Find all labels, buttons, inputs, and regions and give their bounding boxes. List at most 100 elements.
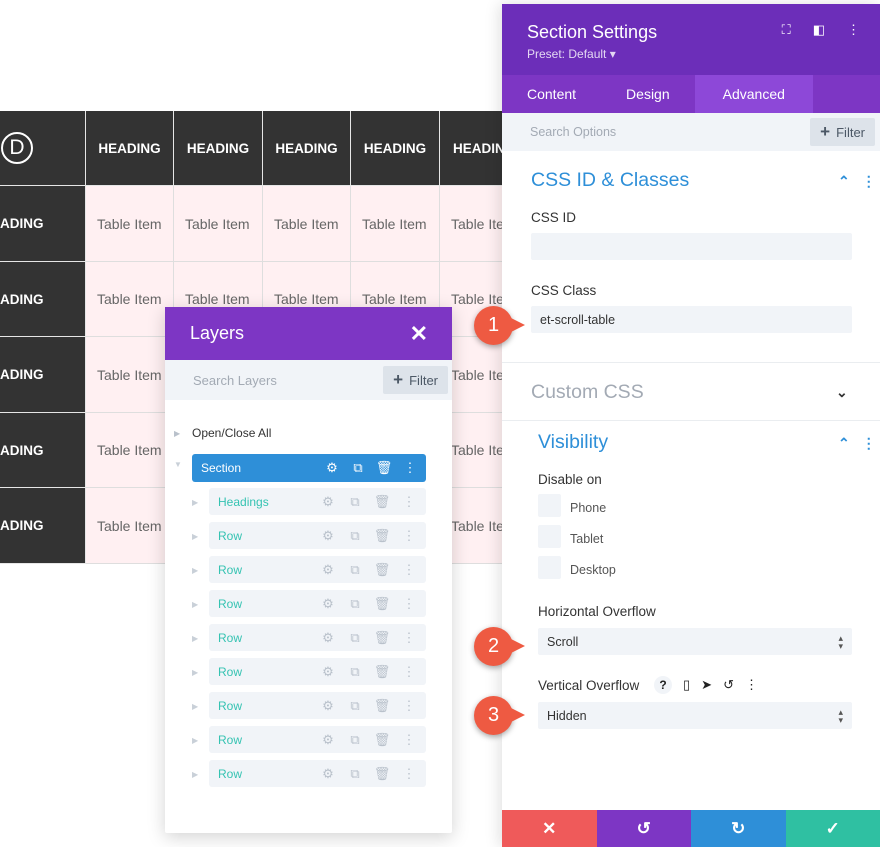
vertical-overflow-select[interactable]: Hidden ▴ ▾: [538, 702, 852, 729]
desktop-checkbox[interactable]: [538, 556, 561, 579]
undo-icon[interactable]: ↺: [723, 677, 734, 692]
phone-checkbox[interactable]: [538, 494, 561, 517]
layer-item[interactable]: Row ⚙ ⧉ 🗑 ⋮: [209, 556, 426, 583]
chevron-up-icon[interactable]: ⌃: [838, 435, 850, 451]
duplicate-icon[interactable]: ⧉: [350, 527, 360, 543]
gear-icon[interactable]: ⚙: [322, 595, 334, 611]
callout-1: 1: [474, 306, 525, 345]
chevron-down-icon[interactable]: ⌄: [836, 384, 848, 400]
caret-right-icon[interactable]: ▶: [192, 566, 199, 575]
caret-right-icon[interactable]: ▶: [192, 770, 199, 779]
caret-right-icon[interactable]: ▶: [192, 634, 199, 643]
layer-item[interactable]: Row ⚙ ⧉ 🗑 ⋮: [209, 692, 426, 719]
duplicate-icon[interactable]: ⧉: [350, 595, 360, 611]
layer-item[interactable]: Row ⚙ ⧉ 🗑 ⋮: [209, 726, 426, 753]
layer-item[interactable]: Headings ⚙ ⧉ 🗑 ⋮: [209, 488, 426, 515]
more-vertical-icon[interactable]: ⋮: [402, 527, 416, 543]
caret-right-icon[interactable]: ▶: [192, 600, 199, 609]
gear-icon[interactable]: ⚙: [322, 731, 334, 747]
layer-item[interactable]: Row ⚙ ⧉ 🗑 ⋮: [209, 624, 426, 651]
gear-icon[interactable]: ⚙: [322, 765, 334, 781]
preset-dropdown[interactable]: Preset: Default ▾: [527, 47, 616, 61]
phone-icon[interactable]: ▯: [683, 677, 691, 692]
trash-icon[interactable]: 🗑: [373, 697, 391, 713]
trash-icon[interactable]: 🗑: [373, 527, 391, 543]
gear-icon[interactable]: ⚙: [322, 527, 334, 543]
gear-icon[interactable]: ⚙: [322, 697, 334, 713]
chevron-up-icon[interactable]: ⌃: [838, 173, 850, 189]
gear-icon[interactable]: ⚙: [322, 629, 334, 645]
more-vertical-icon[interactable]: ⋮: [744, 677, 758, 692]
trash-icon[interactable]: 🗑: [373, 663, 391, 679]
tab-content[interactable]: Content: [527, 86, 577, 102]
close-icon[interactable]: ✕: [409, 320, 428, 346]
callout-3: 3: [474, 696, 525, 735]
caret-right-icon[interactable]: ▶: [192, 532, 199, 541]
fullscreen-icon[interactable]: ⛶: [781, 22, 791, 37]
layer-item[interactable]: Row ⚙ ⧉ 🗑 ⋮: [209, 658, 426, 685]
css-id-input[interactable]: [531, 233, 852, 260]
trash-icon[interactable]: 🗑: [373, 629, 391, 645]
gear-icon[interactable]: ⚙: [322, 561, 334, 577]
more-vertical-icon[interactable]: ⋮: [861, 435, 876, 451]
tab-design[interactable]: Design: [626, 86, 670, 102]
trash-icon[interactable]: 🗑: [373, 561, 391, 577]
layers-search-input[interactable]: Search Layers: [193, 372, 277, 388]
more-vertical-icon[interactable]: ⋮: [402, 731, 416, 747]
duplicate-icon[interactable]: ⧉: [353, 460, 363, 475]
trash-icon[interactable]: 🗑: [373, 493, 391, 509]
custom-css-toggle[interactable]: Custom CSS: [531, 381, 644, 403]
more-vertical-icon[interactable]: ⋮: [861, 173, 876, 189]
table-cell: Table Item: [351, 186, 440, 262]
css-class-input[interactable]: et-scroll-table: [531, 306, 852, 333]
trash-icon[interactable]: 🗑: [373, 731, 391, 747]
sidebar-toggle-icon[interactable]: ◧: [812, 22, 825, 37]
caret-right-icon[interactable]: ▶: [192, 702, 199, 711]
trash-icon[interactable]: 🗑: [375, 460, 393, 475]
cancel-button[interactable]: ✕: [502, 810, 597, 847]
more-vertical-icon[interactable]: ⋮: [402, 629, 416, 645]
tablet-checkbox[interactable]: [538, 525, 561, 548]
more-vertical-icon[interactable]: ⋮: [402, 561, 416, 577]
gear-icon[interactable]: ⚙: [322, 493, 334, 509]
duplicate-icon[interactable]: ⧉: [350, 561, 360, 577]
duplicate-icon[interactable]: ⧉: [350, 765, 360, 781]
more-vertical-icon[interactable]: ⋮: [402, 595, 416, 611]
horizontal-overflow-select[interactable]: Scroll ▴ ▾: [538, 628, 852, 655]
caret-right-icon[interactable]: ▶: [192, 736, 199, 745]
more-vertical-icon[interactable]: ⋮: [403, 460, 417, 475]
gear-icon[interactable]: ⚙: [322, 663, 334, 679]
css-id-classes-toggle[interactable]: CSS ID & Classes: [531, 169, 690, 191]
tab-advanced[interactable]: Advanced: [694, 75, 813, 113]
duplicate-icon[interactable]: ⧉: [350, 663, 360, 679]
save-button[interactable]: ✓: [785, 810, 880, 847]
layers-filter-button[interactable]: + Filter: [383, 366, 448, 394]
caret-right-icon[interactable]: ▶: [192, 498, 199, 507]
undo-button[interactable]: ↺: [596, 810, 691, 847]
cursor-icon[interactable]: ➤: [701, 677, 713, 692]
layer-item[interactable]: Row ⚙ ⧉ 🗑 ⋮: [209, 590, 426, 617]
more-vertical-icon[interactable]: ⋮: [402, 765, 416, 781]
trash-icon[interactable]: 🗑: [373, 765, 391, 781]
more-vertical-icon[interactable]: ⋮: [402, 493, 416, 509]
duplicate-icon[interactable]: ⧉: [350, 629, 360, 645]
open-close-all-toggle[interactable]: ▶ Open/Close All: [174, 426, 271, 440]
caret-down-icon[interactable]: ▼: [174, 460, 182, 469]
search-options-input[interactable]: Search Options: [530, 125, 617, 139]
caret-right-icon[interactable]: ▶: [192, 668, 199, 677]
settings-filter-button[interactable]: + Filter: [810, 118, 875, 146]
more-vertical-icon[interactable]: ⋮: [402, 663, 416, 679]
help-icon[interactable]: ?: [654, 676, 672, 694]
visibility-toggle[interactable]: Visibility: [538, 431, 609, 453]
trash-icon[interactable]: 🗑: [373, 595, 391, 611]
duplicate-icon[interactable]: ⧉: [350, 493, 360, 509]
more-vertical-icon[interactable]: ⋮: [847, 22, 860, 37]
layer-section[interactable]: Section ⚙ ⧉ 🗑 ⋮: [192, 454, 426, 482]
redo-button[interactable]: ↻: [691, 810, 786, 847]
layer-item[interactable]: Row ⚙ ⧉ 🗑 ⋮: [209, 760, 426, 787]
duplicate-icon[interactable]: ⧉: [350, 697, 360, 713]
layer-item[interactable]: Row ⚙ ⧉ 🗑 ⋮: [209, 522, 426, 549]
more-vertical-icon[interactable]: ⋮: [402, 697, 416, 713]
duplicate-icon[interactable]: ⧉: [350, 731, 360, 747]
gear-icon[interactable]: ⚙: [326, 460, 338, 475]
